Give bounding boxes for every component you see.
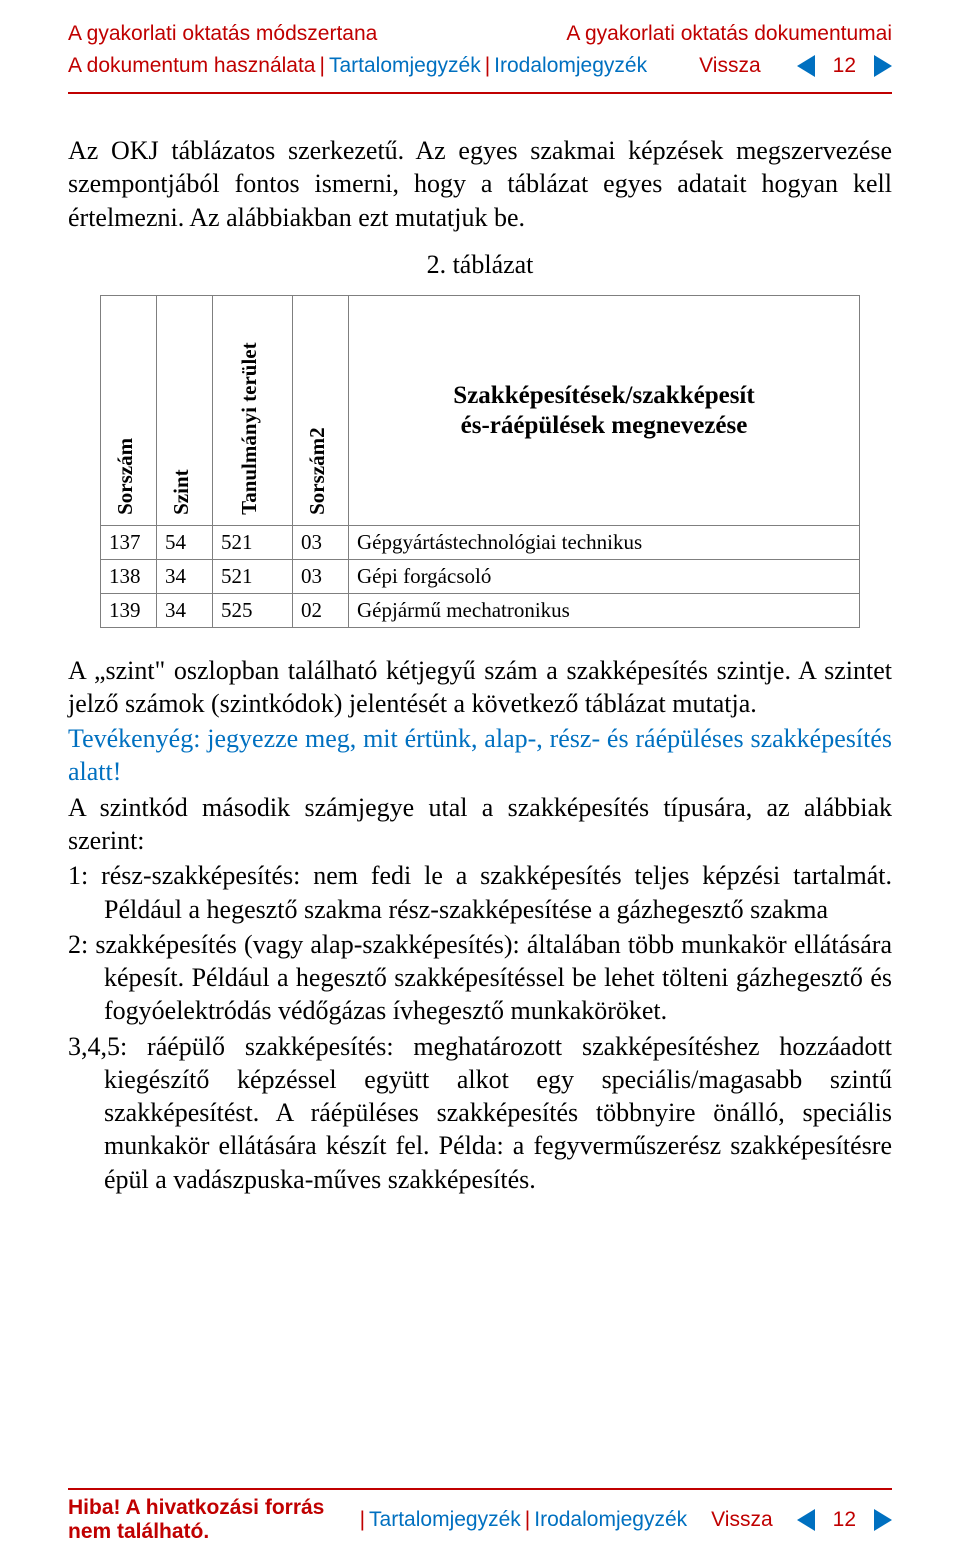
footer-next-icon[interactable]: [874, 1509, 892, 1531]
footer-prev-icon[interactable]: [797, 1509, 815, 1531]
activity-text: Tevékenyég: jegyezze meg, mit értünk, al…: [68, 722, 892, 789]
cell: 34: [157, 559, 213, 593]
table-caption: 2. táblázat: [68, 248, 892, 281]
nav-separator: |: [481, 54, 494, 78]
page-container: A gyakorlati oktatás módszertana A gyako…: [0, 0, 960, 1562]
header-rule: [68, 92, 892, 94]
col-szint: Szint: [157, 296, 213, 526]
cell: 03: [293, 526, 349, 560]
footer-error: Hiba! A hivatkozási forrás nem található…: [68, 1496, 356, 1544]
cell: 521: [213, 526, 293, 560]
footer-back[interactable]: Vissza: [711, 1508, 772, 1532]
col-tanulmanyi: Tanulmányi terület: [213, 296, 293, 526]
col-sorszam: Sorszám: [101, 296, 157, 526]
running-header: A gyakorlati oktatás módszertana A gyako…: [68, 22, 892, 46]
footer-nav: Hiba! A hivatkozási forrás nem található…: [68, 1496, 892, 1562]
footer-toc[interactable]: Tartalomjegyzék: [369, 1508, 521, 1532]
top-nav: A dokumentum használata | Tartalomjegyzé…: [68, 54, 892, 78]
paragraph-type: A szintkód második számjegye utal a szak…: [68, 791, 892, 858]
footer: Hiba! A hivatkozási forrás nem található…: [68, 1488, 892, 1562]
paragraph-intro: Az OKJ táblázatos szerkezetű. Az egyes s…: [68, 134, 892, 234]
list-item-2: 2: szakképesítés (vagy alap-szakképesíté…: [68, 928, 892, 1028]
nav-separator: |: [521, 1508, 534, 1532]
table-row: 137 54 521 03 Gépgyártástechnológiai tec…: [101, 526, 860, 560]
col-sorszam2: Sorszám2: [293, 296, 349, 526]
header-right: A gyakorlati oktatás dokumentumai: [566, 22, 892, 46]
cell: 139: [101, 593, 157, 627]
nav-bib[interactable]: Irodalomjegyzék: [494, 54, 647, 78]
nav-use[interactable]: A dokumentum használata: [68, 54, 316, 78]
col-megnevezes: Szakképesítések/szakképesít és-ráépülése…: [349, 296, 860, 526]
cell: Gépi forgácsoló: [349, 559, 860, 593]
list-item-3: 3,4,5: ráépülő szakképesítés: meghatároz…: [68, 1030, 892, 1196]
cell: 34: [157, 593, 213, 627]
nav-separator: |: [356, 1508, 369, 1532]
cell: Gépjármű mechatronikus: [349, 593, 860, 627]
header-left: A gyakorlati oktatás módszertana: [68, 22, 377, 46]
page-number-top: 12: [833, 54, 856, 78]
nav-separator: |: [316, 54, 329, 78]
cell: 521: [213, 559, 293, 593]
nav-back[interactable]: Vissza: [699, 54, 760, 78]
cell: 525: [213, 593, 293, 627]
list-item-1: 1: rész-szakképesítés: nem fedi le a sza…: [68, 859, 892, 926]
nav-toc[interactable]: Tartalomjegyzék: [329, 54, 481, 78]
cell: Gépgyártástechnológiai technikus: [349, 526, 860, 560]
okj-table: Sorszám Szint Tanulmányi terület Sorszám…: [100, 295, 860, 628]
cell: 03: [293, 559, 349, 593]
table-row: 138 34 521 03 Gépi forgácsoló: [101, 559, 860, 593]
footer-bib[interactable]: Irodalomjegyzék: [534, 1508, 687, 1532]
table-row: 139 34 525 02 Gépjármű mechatronikus: [101, 593, 860, 627]
cell: 54: [157, 526, 213, 560]
footer-rule: [68, 1488, 892, 1490]
paragraph-szint: A „szint" oszlopban található kétjegyű s…: [68, 654, 892, 721]
prev-page-icon[interactable]: [797, 55, 815, 77]
cell: 02: [293, 593, 349, 627]
cell: 138: [101, 559, 157, 593]
next-page-icon[interactable]: [874, 55, 892, 77]
page-number-bottom: 12: [833, 1508, 856, 1532]
body-content: Az OKJ táblázatos szerkezetű. Az egyes s…: [68, 134, 892, 1196]
cell: 137: [101, 526, 157, 560]
